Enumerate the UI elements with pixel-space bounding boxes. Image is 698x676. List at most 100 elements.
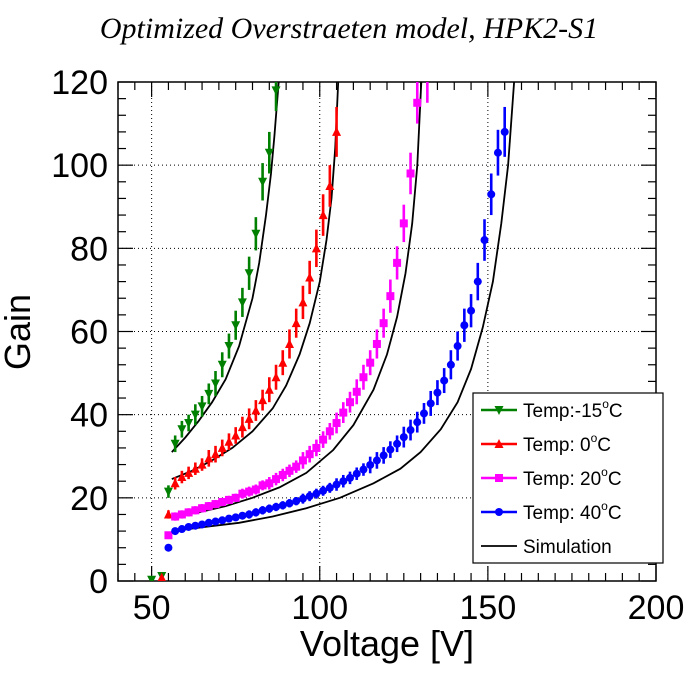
data-point <box>184 508 193 517</box>
y-axis-label: Gain <box>0 294 38 370</box>
legend-degree-sup: o <box>602 397 609 411</box>
data-point <box>265 479 274 488</box>
data-point <box>366 358 375 367</box>
data-point <box>278 501 287 510</box>
x-tick-label: 150 <box>460 589 517 627</box>
data-point <box>284 338 294 348</box>
data-point <box>433 388 442 397</box>
data-point <box>231 513 240 522</box>
data-point <box>298 297 308 307</box>
data-point <box>191 521 200 530</box>
data-point <box>258 506 267 515</box>
y-axis-ticks: 0 20 40 60 80 100 120 <box>51 64 656 601</box>
series-temp-40 <box>164 106 509 552</box>
data-point <box>217 442 227 452</box>
data-point <box>211 517 220 526</box>
legend-label: Temp:-15oC <box>523 397 623 422</box>
data-point <box>406 169 415 178</box>
data-point <box>406 426 415 435</box>
data-point <box>198 520 207 529</box>
data-point <box>346 398 355 407</box>
data-point <box>271 372 281 382</box>
x-tick-label: 50 <box>133 589 171 627</box>
legend-degree-sup: o <box>591 431 598 445</box>
data-point <box>480 236 489 245</box>
data-point <box>190 410 200 420</box>
data-point <box>285 466 294 475</box>
data-point <box>191 506 200 515</box>
data-point <box>379 319 388 328</box>
data-point <box>292 462 301 471</box>
data-point <box>197 459 207 469</box>
data-point <box>325 483 334 492</box>
data-point <box>224 342 234 352</box>
data-point <box>184 467 194 477</box>
data-point <box>231 430 241 440</box>
data-point <box>237 422 247 432</box>
legend-marker <box>495 508 503 516</box>
legend-marker <box>494 406 504 415</box>
data-point <box>346 473 355 482</box>
data-point <box>292 497 301 506</box>
data-point <box>352 387 361 396</box>
data-point <box>258 395 268 405</box>
data-point <box>251 229 261 239</box>
data-point <box>359 373 368 382</box>
data-point <box>177 525 186 534</box>
data-point <box>204 453 214 463</box>
data-point <box>305 492 314 501</box>
data-point <box>272 502 281 511</box>
legend-label-main: Temp:-15 <box>523 401 602 422</box>
data-point <box>339 408 348 417</box>
data-point <box>311 243 321 253</box>
data-point <box>147 575 157 581</box>
data-point <box>393 258 402 267</box>
legend-marker <box>494 439 504 448</box>
data-point <box>319 486 328 495</box>
data-point <box>163 487 173 497</box>
simulation-curve <box>171 82 280 453</box>
y-tick-label: 20 <box>70 480 108 518</box>
data-point <box>467 306 476 315</box>
data-point <box>245 487 254 496</box>
data-point <box>224 495 233 504</box>
data-point <box>372 456 381 465</box>
data-point <box>204 389 214 399</box>
data-point <box>271 86 281 96</box>
y-tick-label: 60 <box>70 314 108 352</box>
data-point <box>238 489 247 498</box>
legend-label-main: Temp: 0 <box>523 435 591 456</box>
legend-label-unit: C <box>608 503 622 524</box>
data-point <box>278 470 287 479</box>
data-point <box>419 409 428 418</box>
simulation-curve <box>171 82 423 518</box>
data-point <box>312 489 321 498</box>
data-point <box>237 298 247 308</box>
y-tick-label: 0 <box>89 563 108 601</box>
legend-label-simulation: Simulation <box>523 537 612 558</box>
data-point <box>332 480 341 489</box>
legend-label: Temp: 20oC <box>523 465 622 490</box>
y-tick-label: 120 <box>51 64 108 102</box>
data-point <box>305 450 314 459</box>
data-point <box>211 500 220 509</box>
data-point <box>231 321 241 331</box>
legend-label: Temp: 0oC <box>523 431 611 456</box>
data-point <box>211 449 221 459</box>
series-temp-20 <box>164 82 429 540</box>
data-point <box>305 272 315 282</box>
data-point <box>372 339 381 348</box>
legend-label-main: Temp: 40 <box>523 503 601 524</box>
data-point <box>359 465 368 474</box>
data-point <box>211 379 221 389</box>
data-point <box>332 126 342 136</box>
data-point <box>204 518 213 527</box>
data-point <box>218 497 227 506</box>
x-tick-label: 200 <box>628 589 685 627</box>
x-axis-ticks: 50 100 150 200 <box>117 82 685 627</box>
data-point <box>163 509 173 519</box>
data-point <box>386 445 395 454</box>
data-point <box>332 418 341 427</box>
data-point <box>366 460 375 469</box>
